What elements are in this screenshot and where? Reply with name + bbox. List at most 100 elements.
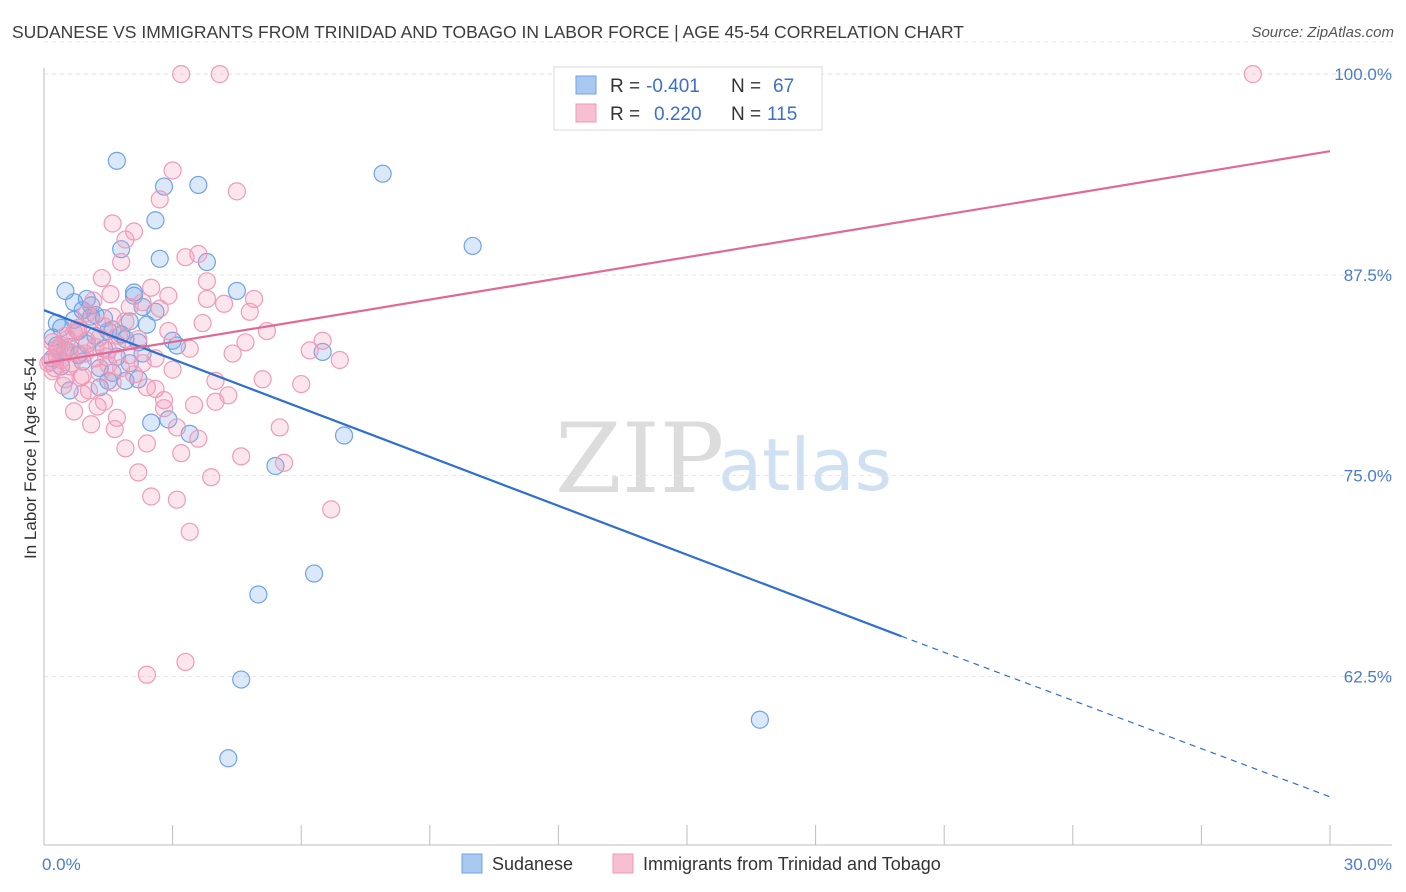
sudanese-point-34 [232, 670, 251, 689]
trinidad-point-33 [180, 522, 199, 541]
trinidad-point-23 [137, 434, 156, 453]
sudanese-point-41 [463, 236, 482, 256]
trinidad-point-107 [79, 381, 99, 400]
trinidad-point-55 [103, 214, 122, 233]
trinidad-point-96 [300, 341, 319, 360]
sudanese-point-22 [142, 413, 161, 432]
trinidad-point-68 [90, 363, 109, 382]
trinidad-point-79 [137, 378, 156, 397]
trinidad-point-6 [64, 402, 84, 421]
trinidad-point-54 [176, 652, 195, 672]
trinidad-point-108 [84, 291, 103, 310]
sudanese-point-54 [137, 315, 156, 334]
trend-lines [43, 150, 1331, 798]
trinidad-point-31 [172, 444, 191, 463]
trinidad-point-51 [172, 65, 191, 84]
trinidad-point-38 [202, 468, 221, 487]
stats-n-label-2: N = [731, 104, 761, 125]
trinidad-point-34 [184, 395, 204, 415]
trinidad-point-106 [75, 344, 94, 363]
trinidad-point-86 [167, 418, 186, 437]
legend-swatch-trinidad [612, 853, 634, 874]
trinidad-point-94 [253, 370, 272, 389]
trinidad-point-71 [103, 373, 122, 392]
trinidad-point-17 [112, 252, 131, 272]
trinidad-point-110 [92, 268, 111, 288]
stats-r-value-2: 0.220 [654, 104, 702, 125]
trinidad-point-82 [150, 299, 169, 318]
chart-title: SUDANESE VS IMMIGRANTS FROM TRINIDAD AND… [12, 22, 964, 42]
source-label: Source: ZipAtlas.com [1251, 24, 1394, 41]
trinidad-point-41 [214, 294, 234, 313]
trinidad-point-42 [219, 386, 238, 405]
stats-n-value-2: 115 [767, 104, 797, 125]
trinidad-point-29 [163, 161, 182, 180]
sudanese-point-16 [112, 240, 131, 259]
trinidad-point-83 [154, 399, 174, 418]
stats-legend: R = -0.401 N = 67 R = 0.220 N = 115 [553, 66, 823, 131]
y-tick-label-0: 62.5% [1344, 667, 1392, 686]
trinidad-point-89 [197, 272, 216, 291]
x-tick-label-0: 0.0% [42, 855, 81, 874]
trinidad-point-56 [116, 230, 135, 249]
sudanese-point-15 [107, 151, 126, 170]
trinidad-point-112 [101, 285, 120, 304]
trinidad-point-16 [107, 408, 126, 427]
data-points [39, 65, 1262, 768]
trinidad-point-24 [142, 487, 161, 506]
sudanese-point-37 [304, 564, 324, 583]
trinidad-point-30 [167, 490, 186, 509]
trinidad-point-76 [124, 365, 144, 384]
stats-r-value-1: -0.401 [646, 76, 700, 97]
tick-labels: 62.5% 75.0% 87.5% 100.0% 0.0% 30.0% [42, 65, 1392, 874]
x-tick-label-1: 30.0% [1344, 855, 1392, 874]
stats-r-label-2: R = [610, 104, 640, 125]
sudanese-point-35 [249, 585, 268, 604]
y-tick-label-2: 87.5% [1344, 266, 1392, 285]
sudanese-point-42 [750, 710, 769, 729]
trinidad-point-75 [120, 346, 139, 365]
stats-n-label-1: N = [731, 76, 761, 97]
trinidad-point-88 [189, 429, 208, 448]
trinidad-point-91 [223, 344, 242, 363]
grid-lines [44, 41, 1392, 677]
trinidad-point-44 [236, 333, 255, 352]
stats-r-label-1: R = [610, 76, 640, 97]
sudanese-point-39 [334, 426, 354, 445]
trinidad-point-93 [240, 302, 259, 321]
series-legend: Sudanese Immigrants from Trinidad and To… [461, 853, 941, 874]
legend-swatch-sudanese [461, 853, 483, 874]
sudanese-trend-extension [901, 635, 1331, 798]
trinidad-point-92 [232, 447, 251, 466]
trinidad-point-50 [330, 350, 349, 370]
trinidad-point-104 [67, 320, 86, 339]
trinidad-point-36 [193, 313, 212, 333]
trinidad-point-21 [129, 463, 148, 482]
y-axis-label: In Labor Force | Age 45-54 [21, 357, 40, 559]
stats-swatch-sudanese [575, 75, 597, 95]
trinidad-point-85 [163, 360, 182, 379]
trinidad-point-47 [270, 418, 289, 437]
y-tick-label-1: 75.0% [1344, 467, 1392, 486]
legend-label-sudanese: Sudanese [492, 854, 573, 874]
sudanese-point-24 [150, 249, 169, 268]
trinidad-point-28 [159, 321, 178, 341]
trinidad-point-52 [1243, 65, 1262, 84]
sudanese-point-40 [373, 164, 392, 183]
trinidad-point-53 [137, 665, 156, 684]
trinidad-point-101 [54, 376, 73, 395]
trinidad-point-18 [116, 439, 135, 458]
trinidad-point-35 [189, 244, 208, 264]
sudanese-trend-line [43, 309, 902, 638]
trinidad-trend-line [43, 150, 1331, 365]
trinidad-point-111 [97, 347, 116, 366]
y-tick-label-3: 100.0% [1334, 65, 1392, 84]
trinidad-point-43 [227, 182, 246, 201]
watermark-zip: ZIP [555, 403, 724, 515]
trinidad-point-113 [105, 419, 124, 439]
axes [43, 68, 1392, 846]
trinidad-point-26 [150, 190, 169, 209]
sudanese-point-30 [189, 175, 208, 195]
stats-swatch-trinidad [575, 103, 597, 123]
